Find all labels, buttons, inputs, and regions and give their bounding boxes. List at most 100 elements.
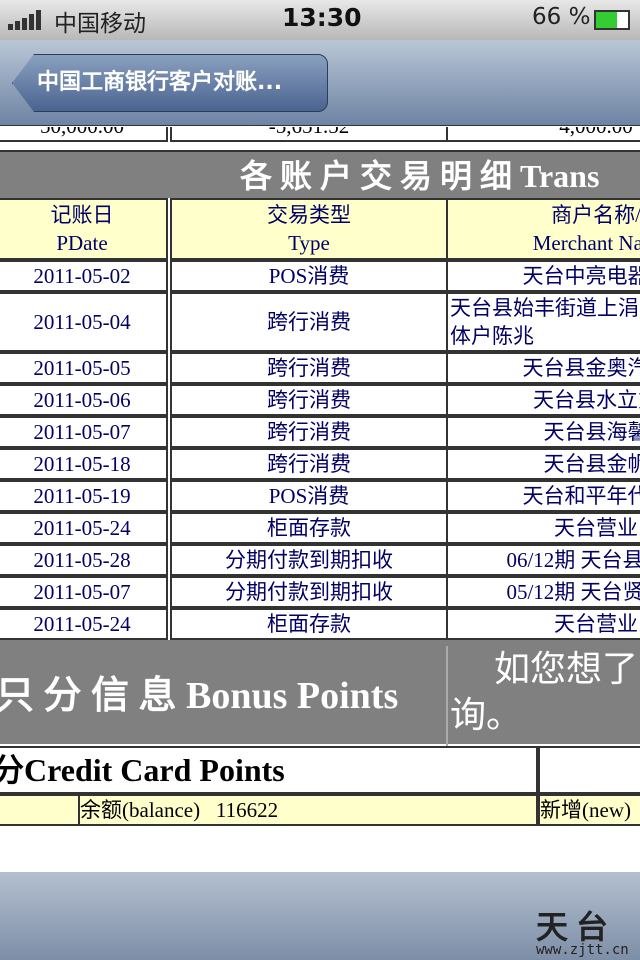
cell-text: 新增(new) [540, 798, 631, 822]
cell-text: 跨行消费 [267, 420, 351, 444]
cell-text: 天台营业 [554, 516, 638, 540]
cell-text: 天台县水立方 [533, 388, 640, 412]
date-cell: 2011-05-24 [0, 512, 168, 544]
bonus-note-line: 如您想了 [494, 649, 639, 689]
cell-text: 2011-05-04 [33, 310, 131, 334]
cell-text: 分期付款到期扣收 [225, 548, 393, 572]
bonus-note-line: 询。 [450, 695, 523, 735]
section-header: 各 账 户 交 易 明 细 Trans [0, 150, 640, 198]
type-cell: 跨行消费 [170, 448, 448, 480]
date-cell: 2011-05-28 [0, 544, 168, 576]
header-cell: 商户名称/Merchant Nam [446, 198, 640, 260]
cell-text: 体户陈兆 [450, 324, 534, 348]
date-cell: 2011-05-07 [0, 576, 168, 608]
status-bar: 中国移动 13:30 66 % [0, 0, 640, 40]
bonus-title: 只 分 信 息 Bonus Points [0, 675, 399, 717]
date-cell: 2011-05-02 [0, 260, 168, 292]
type-cell: POS消费 [170, 480, 448, 512]
cell-text: 2011-05-07 [33, 580, 131, 604]
cell-text: 柜面存款 [267, 516, 351, 540]
date-cell: 2011-05-19 [0, 480, 168, 512]
merchant-cell: 05/12期 天台贤达智 [446, 576, 640, 608]
balance-cell: 余额(balance) 116622 [78, 794, 538, 826]
cell-text: 天台县海馨 [543, 420, 640, 444]
bonus-header: 只 分 信 息 Bonus Points 如您想了询。 [0, 640, 640, 746]
type-cell: 跨行消费 [170, 416, 448, 448]
toolbar: 天台 www.zjtt.cn [0, 872, 640, 960]
credit-points-title: 分Credit Card Points [0, 746, 538, 794]
summary-cell: 4,000.00 [446, 127, 640, 142]
cell-text: 2011-05-18 [33, 452, 131, 476]
cell-text: Type [288, 231, 330, 255]
cell-text: 天台中亮电器有 [522, 264, 640, 288]
type-cell: 跨行消费 [170, 292, 448, 352]
type-cell: 跨行消费 [170, 352, 448, 384]
type-cell: 柜面存款 [170, 512, 448, 544]
cell-text: 2011-05-06 [33, 388, 131, 412]
type-cell: 分期付款到期扣收 [170, 544, 448, 576]
battery-icon [594, 10, 630, 30]
nav-bar: 中国工商银行客户对账... [0, 40, 640, 126]
cell-text: 商户名称/ [551, 203, 640, 227]
cell-text: 2011-05-28 [33, 548, 131, 572]
cell-text: 交易类型 [267, 203, 351, 227]
merchant-cell: 天台中亮电器有 [446, 260, 640, 292]
header-cell: 交易类型 Type [170, 198, 448, 260]
cell-text: 跨行消费 [267, 356, 351, 380]
carrier: 中国移动 [54, 11, 146, 37]
merchant-cell: 天台县始丰街道上涓 体户陈兆 [446, 292, 640, 352]
merchant-cell: 天台和平年代如 [446, 480, 640, 512]
cell-text: POS消费 [268, 264, 350, 288]
date-cell: 2011-05-04 [0, 292, 168, 352]
cell-text: 分期付款到期扣收 [225, 580, 393, 604]
new-cell: 新增(new) [538, 794, 640, 826]
header-cell: 记账日 PDate [0, 198, 168, 260]
cell-text: Merchant Nam [532, 231, 640, 255]
back-button[interactable]: 中国工商银行客户对账... [12, 54, 328, 112]
cell-text: 2011-05-19 [33, 484, 131, 508]
merchant-cell: 天台县金帆 [446, 448, 640, 480]
watermark-logo: 天台 [536, 909, 617, 945]
cell-text: 06/12期 天台县臣忠 [506, 548, 640, 572]
merchant-cell: 天台营业 [446, 608, 640, 640]
cell-text: POS消费 [268, 484, 350, 508]
credit-points-blank [538, 746, 640, 794]
summary-cell: -5,651.52 [170, 127, 448, 142]
cell-text: 05/12期 天台贤达智 [506, 580, 640, 604]
merchant-cell: 天台营业 [446, 512, 640, 544]
cell-text: 跨行消费 [267, 452, 351, 476]
cell-text: 天台县始丰街道上涓 [450, 296, 639, 320]
cell-text: 天台和平年代如 [522, 484, 640, 508]
merchant-cell: 天台县水立方 [446, 384, 640, 416]
date-cell: 2011-05-24 [0, 608, 168, 640]
cell-text: 跨行消费 [267, 388, 351, 412]
merchant-cell: 06/12期 天台县臣忠 [446, 544, 640, 576]
merchant-cell: 天台县金奥汽车 [446, 352, 640, 384]
cell-text: 2011-05-07 [33, 420, 131, 444]
date-cell: 2011-05-06 [0, 384, 168, 416]
time: 13:30 [282, 3, 362, 32]
date-cell: 2011-05-07 [0, 416, 168, 448]
cell-text: 跨行消费 [267, 310, 351, 334]
content: 50,000.00 -5,651.52 4,000.00 各 账 户 交 易 明 细 … [0, 127, 640, 872]
cell-text: -5,651.52 [269, 127, 350, 140]
type-cell: POS消费 [170, 260, 448, 292]
battery-percent: 66 % [532, 4, 591, 30]
cell-text: 2011-05-05 [33, 356, 131, 380]
cell-text: 4,000.00 [559, 127, 633, 140]
type-cell: 柜面存款 [170, 608, 448, 640]
cell-text: 余额(balance) 116622 [80, 798, 279, 822]
merchant-cell: 天台县海馨 [446, 416, 640, 448]
cell-text: 2011-05-24 [33, 612, 131, 636]
type-cell: 跨行消费 [170, 384, 448, 416]
watermark-url: www.zjtt.cn [536, 942, 629, 958]
type-cell: 分期付款到期扣收 [170, 576, 448, 608]
cell-text: 天台营业 [554, 612, 638, 636]
cell-text: 2011-05-02 [33, 264, 131, 288]
cell-text: PDate [56, 231, 108, 255]
balance-blank [0, 794, 80, 826]
cell-text: 记账日 [50, 203, 114, 227]
cell-text: 50,000.00 [40, 127, 124, 140]
cell-text: 天台县金奥汽车 [522, 356, 640, 380]
